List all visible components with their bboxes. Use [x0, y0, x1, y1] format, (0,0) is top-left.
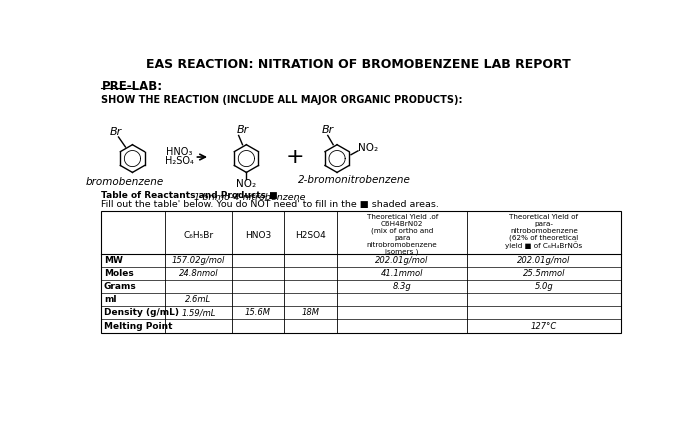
Text: isomers ): isomers ): [386, 249, 419, 255]
Text: 202.01g/mol: 202.01g/mol: [517, 256, 570, 265]
Text: SHOW THE REACTION (INCLUDE ALL MAJOR ORGANIC PRODUCTS):: SHOW THE REACTION (INCLUDE ALL MAJOR ORG…: [102, 95, 463, 105]
Text: Melting Point: Melting Point: [104, 321, 172, 330]
Text: Fill out the table' below. You do NOT need' to fill in the ■ shaded areas.: Fill out the table' below. You do NOT ne…: [102, 200, 440, 209]
Text: nitrobomobenzene: nitrobomobenzene: [510, 228, 578, 234]
Text: 24.8nmol: 24.8nmol: [178, 269, 218, 278]
Text: 8.3g: 8.3g: [393, 282, 412, 291]
Text: 202.01g/mol: 202.01g/mol: [375, 256, 429, 265]
Text: Density (g/mL): Density (g/mL): [104, 308, 178, 317]
Text: 1-brimo-4-nitrobenzene: 1-brimo-4-nitrobenzene: [194, 192, 307, 202]
Text: PRE-LAB:: PRE-LAB:: [102, 80, 162, 93]
Text: H2SO4: H2SO4: [295, 231, 326, 240]
Text: NO₂: NO₂: [237, 179, 256, 189]
Text: (62% of theoretical: (62% of theoretical: [510, 235, 579, 241]
Text: 2-bromonitrobenzene: 2-bromonitrobenzene: [298, 175, 410, 185]
Text: HNO₃: HNO₃: [166, 147, 192, 157]
Text: C6H4BrN02: C6H4BrN02: [381, 221, 424, 227]
Text: (mix of ortho and: (mix of ortho and: [371, 228, 433, 234]
Text: NO₂: NO₂: [358, 143, 378, 153]
Text: 157.02g/mol: 157.02g/mol: [172, 256, 225, 265]
Text: 5.0g: 5.0g: [535, 282, 553, 291]
Text: Theoretical Yield of: Theoretical Yield of: [510, 214, 578, 220]
Text: para: para: [394, 235, 410, 241]
Text: Br: Br: [237, 125, 248, 135]
Text: C₆H₅Br: C₆H₅Br: [183, 231, 214, 240]
Text: Br: Br: [321, 125, 334, 135]
Text: 2.6mL: 2.6mL: [186, 295, 211, 305]
Text: 1.59/mL: 1.59/mL: [181, 308, 216, 317]
Text: 18M: 18M: [302, 308, 320, 317]
Text: +: +: [286, 147, 304, 167]
Bar: [102, 211, 621, 332]
Text: bromobenzene: bromobenzene: [85, 177, 164, 187]
Text: H₂SO₄: H₂SO₄: [164, 156, 193, 166]
Text: nitrobromobenzene: nitrobromobenzene: [367, 242, 438, 248]
Text: MW: MW: [104, 256, 122, 265]
Text: HNO3: HNO3: [245, 231, 271, 240]
Text: Table of Reactants and Products ■: Table of Reactants and Products ■: [102, 191, 278, 200]
Text: Moles: Moles: [104, 269, 134, 278]
Text: 127°C: 127°C: [531, 321, 557, 330]
Text: Br: Br: [109, 126, 122, 137]
Text: ml: ml: [104, 295, 116, 305]
Text: 41.1mmol: 41.1mmol: [381, 269, 424, 278]
Text: para-: para-: [535, 221, 554, 227]
Text: Grams: Grams: [104, 282, 136, 291]
Text: 25.5mmol: 25.5mmol: [523, 269, 565, 278]
Text: EAS REACTION: NITRATION OF BROMOBENZENE LAB REPORT: EAS REACTION: NITRATION OF BROMOBENZENE …: [146, 58, 571, 71]
Text: Theoretical Yield .of: Theoretical Yield .of: [367, 214, 438, 220]
Text: 15.6M: 15.6M: [245, 308, 271, 317]
Text: yield ■ of C₆H₄BrNÕs: yield ■ of C₆H₄BrNÕs: [505, 242, 582, 250]
